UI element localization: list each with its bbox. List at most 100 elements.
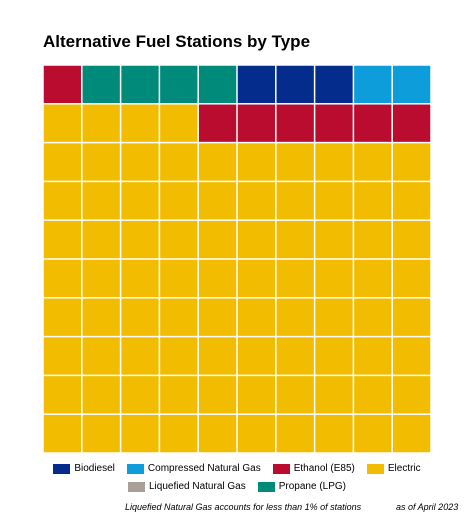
waffle-cell-electric: [198, 414, 237, 453]
waffle-cell-electric: [43, 143, 82, 181]
waffle-cell-electric: [276, 414, 314, 453]
waffle-cell-electric: [237, 143, 276, 181]
waffle-cell-electric: [121, 337, 159, 375]
legend-label-lng: Liquefied Natural Gas: [149, 481, 246, 492]
waffle-cell-electric: [198, 337, 237, 375]
legend-swatch-electric: [366, 463, 384, 474]
waffle-cell-electric: [354, 259, 392, 298]
legend-label-propane: Propane (LPG): [278, 481, 346, 492]
waffle-cell-electric: [198, 143, 237, 181]
waffle-cell-electric: [392, 143, 431, 181]
waffle-cell-electric: [237, 182, 276, 220]
waffle-cell-electric: [276, 182, 314, 220]
waffle-cell-electric: [43, 259, 82, 298]
waffle-cell-electric: [315, 414, 353, 453]
waffle-cell-propane-lpg: [198, 65, 237, 104]
waffle-chart: [43, 65, 431, 453]
legend-row-1: Biodiesel Compressed Natural Gas Ethanol…: [0, 463, 474, 474]
legend-item-cng: Compressed Natural Gas: [126, 463, 261, 474]
waffle-cell-ethanol-e85: [354, 104, 392, 142]
waffle-cell-biodiesel: [315, 65, 353, 104]
waffle-cell-propane-lpg: [121, 65, 159, 104]
waffle-cell-ethanol-e85: [198, 104, 237, 142]
waffle-cell-ethanol-e85: [237, 104, 276, 142]
date-note: as of April 2023: [396, 502, 459, 512]
waffle-cell-electric: [392, 182, 431, 220]
waffle-cell-electric: [237, 337, 276, 375]
waffle-cell-electric: [354, 220, 392, 259]
waffle-cell-electric: [160, 143, 198, 181]
waffle-cell-ethanol-e85: [276, 104, 314, 142]
legend-swatch-ethanol: [272, 463, 290, 474]
waffle-cell-electric: [160, 414, 198, 453]
legend-swatch-propane: [257, 481, 275, 492]
waffle-cell-propane-lpg: [160, 65, 198, 104]
waffle-cell-electric: [43, 414, 82, 453]
waffle-cell-electric: [198, 259, 237, 298]
legend-row-2: Liquefied Natural Gas Propane (LPG): [0, 481, 474, 492]
waffle-cell-ethanol-e85: [392, 104, 431, 142]
waffle-cell-electric: [315, 259, 353, 298]
waffle-cell-electric: [160, 104, 198, 142]
waffle-cell-electric: [121, 259, 159, 298]
waffle-cell-electric: [121, 220, 159, 259]
waffle-cell-ethanol-e85: [315, 104, 353, 142]
waffle-cell-ethanol-e85: [43, 65, 82, 104]
waffle-cell-electric: [354, 337, 392, 375]
waffle-cell-electric: [82, 104, 120, 142]
waffle-cell-electric: [43, 298, 82, 336]
waffle-cell-compressed-natural-gas: [392, 65, 431, 104]
waffle-cell-electric: [315, 298, 353, 336]
waffle-cell-electric: [121, 143, 159, 181]
footnote: Liquefied Natural Gas accounts for less …: [125, 502, 362, 512]
waffle-cell-electric: [392, 298, 431, 336]
waffle-cell-electric: [198, 298, 237, 336]
waffle-cell-electric: [198, 182, 237, 220]
legend-swatch-lng: [128, 481, 145, 492]
waffle-cell-electric: [121, 182, 159, 220]
waffle-cell-electric: [43, 182, 82, 220]
waffle-cell-electric: [315, 182, 353, 220]
waffle-cell-electric: [82, 182, 120, 220]
legend-swatch-biodiesel: [53, 463, 71, 474]
legend-item-biodiesel: Biodiesel: [53, 463, 115, 474]
waffle-cell-electric: [121, 376, 159, 414]
waffle-cell-electric: [82, 337, 120, 375]
waffle-cell-electric: [43, 376, 82, 414]
legend-label-cng: Compressed Natural Gas: [147, 463, 261, 474]
waffle-cell-electric: [121, 414, 159, 453]
chart-title: Alternative Fuel Stations by Type: [43, 32, 311, 51]
waffle-cell-electric: [160, 259, 198, 298]
waffle-cell-electric: [392, 376, 431, 414]
waffle-cell-electric: [82, 259, 120, 298]
legend-item-lng: Liquefied Natural Gas: [128, 481, 246, 492]
legend-item-propane: Propane (LPG): [257, 481, 346, 492]
waffle-cell-electric: [237, 376, 276, 414]
waffle-cell-electric: [82, 376, 120, 414]
waffle-cell-electric: [43, 220, 82, 259]
waffle-cell-electric: [121, 104, 159, 142]
waffle-cell-electric: [354, 143, 392, 181]
waffle-cell-electric: [237, 220, 276, 259]
waffle-cell-electric: [43, 337, 82, 375]
waffle-cell-electric: [315, 376, 353, 414]
waffle-cell-electric: [198, 376, 237, 414]
waffle-cell-propane-lpg: [82, 65, 120, 104]
waffle-cell-electric: [354, 298, 392, 336]
waffle-cell-compressed-natural-gas: [354, 65, 392, 104]
legend-label-ethanol: Ethanol (E85): [293, 463, 355, 474]
waffle-cell-electric: [276, 220, 314, 259]
waffle-cell-electric: [198, 220, 237, 259]
waffle-cell-electric: [276, 376, 314, 414]
legend-swatch-cng: [126, 463, 144, 474]
waffle-cell-electric: [354, 182, 392, 220]
waffle-cell-electric: [160, 376, 198, 414]
waffle-cell-electric: [82, 143, 120, 181]
waffle-cell-electric: [82, 220, 120, 259]
legend-label-biodiesel: Biodiesel: [74, 463, 115, 474]
waffle-cell-electric: [43, 104, 82, 142]
waffle-cell-electric: [237, 259, 276, 298]
waffle-cell-electric: [392, 337, 431, 375]
waffle-cell-electric: [160, 298, 198, 336]
legend-label-electric: Electric: [387, 463, 421, 474]
